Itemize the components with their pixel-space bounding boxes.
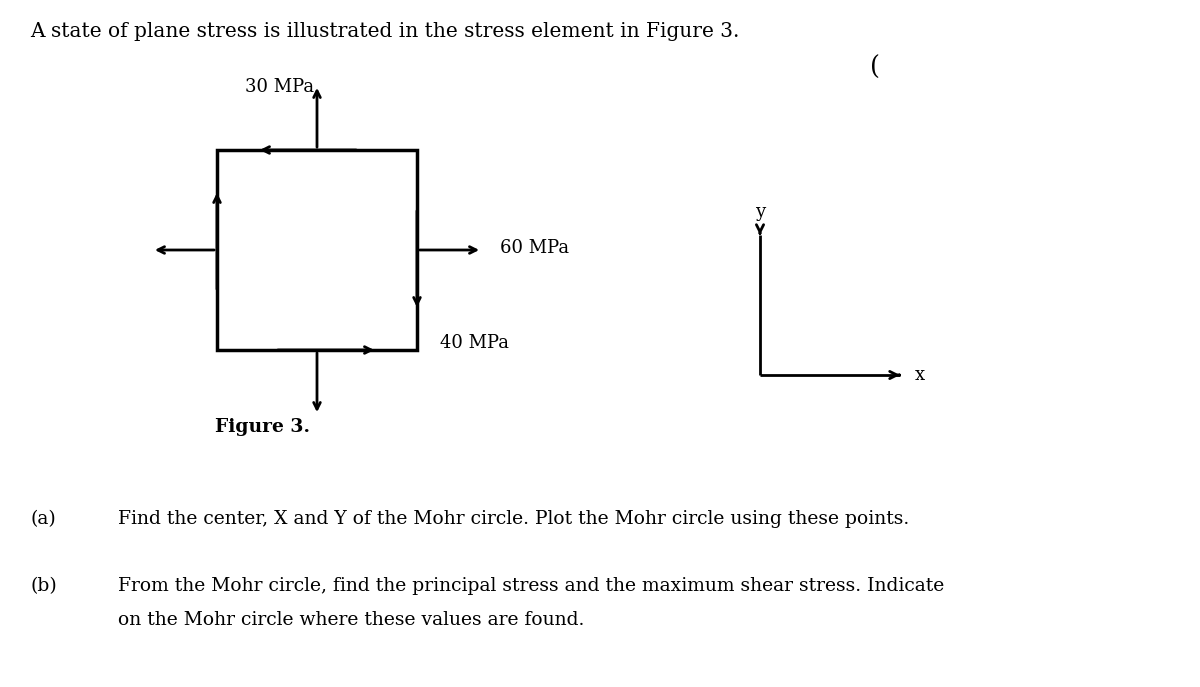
Text: (: ( xyxy=(870,55,880,80)
Text: y: y xyxy=(755,203,766,221)
Text: on the Mohr circle where these values are found.: on the Mohr circle where these values ar… xyxy=(118,611,584,629)
Text: 30 MPa: 30 MPa xyxy=(246,78,314,96)
Text: 40 MPa: 40 MPa xyxy=(440,334,509,352)
Text: From the Mohr circle, find the principal stress and the maximum shear stress. In: From the Mohr circle, find the principal… xyxy=(118,577,944,595)
Text: A state of plane stress is illustrated in the stress element in Figure 3.: A state of plane stress is illustrated i… xyxy=(30,22,739,41)
Bar xyxy=(217,150,418,350)
Text: x: x xyxy=(914,366,924,384)
Text: (a): (a) xyxy=(30,510,55,528)
Text: Figure 3.: Figure 3. xyxy=(215,418,310,436)
Text: (b): (b) xyxy=(30,577,56,595)
Text: Find the center, X and Y of the Mohr circle. Plot the Mohr circle using these po: Find the center, X and Y of the Mohr cir… xyxy=(118,510,910,528)
Text: 60 MPa: 60 MPa xyxy=(500,239,569,257)
